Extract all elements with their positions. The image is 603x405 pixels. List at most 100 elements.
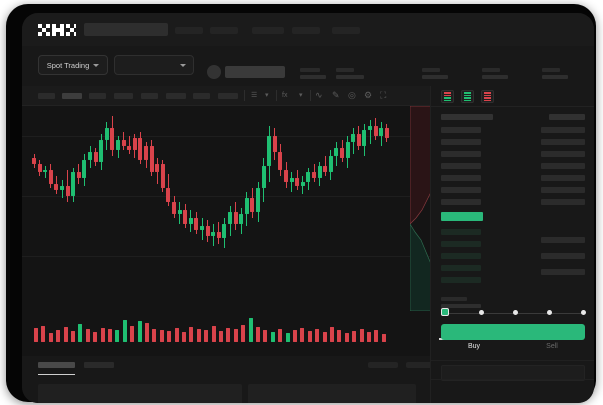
volume-bar [115,330,120,342]
timeframe-1w[interactable] [193,93,210,99]
price-chart[interactable] [22,106,465,356]
trading-mode-label: Spot Trading [46,60,90,70]
orders-action-2[interactable] [406,362,436,368]
tab-open-orders[interactable] [38,362,75,368]
orderbook-ask-row[interactable] [441,199,481,205]
search-input[interactable] [84,23,168,36]
orderbook-ask-row[interactable] [441,127,481,133]
orderbook-col-amount [549,114,585,120]
orderbook-ask-row[interactable] [441,163,481,169]
pair-select[interactable] [114,55,194,75]
order-price-field[interactable] [441,365,585,381]
candlestick-type-icon[interactable]: ☰ [251,92,258,99]
orderbook-bid-amount [541,253,585,259]
orderbook-bid-row[interactable] [441,265,481,271]
orderbook-ask-row[interactable] [441,139,481,145]
orderbook-mode-both[interactable] [441,90,454,103]
tab-order-history[interactable] [84,362,114,368]
magnet-icon[interactable]: ◎ [348,90,356,100]
chevron-down-icon [93,63,100,67]
chart-toolbar: ☰ ▾ fx ▾ ∿ ✎ ◎ ⚙ ⛶ [22,86,430,106]
toolbar-divider-2 [276,90,277,101]
bottom-panel-right[interactable] [248,384,416,403]
indicators-chevron-icon[interactable]: ▾ [299,92,303,99]
volume-bar [189,327,194,342]
slider-stop-100[interactable] [581,310,586,315]
volume-bar [182,332,186,342]
order-percent-slider-handle[interactable] [441,308,449,316]
chevron-down-icon [180,63,186,67]
orderbook-ask-amount [541,151,585,157]
nav-item-markets[interactable] [210,27,238,34]
orderbook-bid-row[interactable] [441,253,481,259]
nav-item-trade[interactable] [252,27,284,34]
volume-bar [381,334,386,342]
orderbook-ask-row[interactable] [441,187,481,193]
orderbook-mode-asks[interactable] [481,90,494,103]
wave-line-icon[interactable]: ∿ [315,90,323,100]
orderbook-mode-bids[interactable] [461,90,474,103]
orderbook-view-modes [441,90,494,103]
indicators-icon[interactable]: fx [282,92,288,99]
volume-bar [307,331,312,342]
volume-bar [300,328,305,342]
volume-bar [159,330,164,342]
tab-buy[interactable]: Buy [467,343,481,350]
pencil-draw-icon[interactable]: ✎ [332,90,340,100]
chart-gridline [22,256,430,257]
slider-stop-75[interactable] [547,310,552,315]
volume-bar [56,330,61,342]
volume-bar [293,330,297,342]
volume-bar [174,328,179,342]
volume-bar [48,333,53,342]
timeframe-more[interactable] [218,93,238,99]
orders-section [22,356,430,403]
volume-bar [344,333,349,342]
order-book-panel: Buy Sell [430,86,594,403]
nav-item-buy-crypto[interactable] [175,27,203,34]
fullscreen-icon[interactable]: ⛶ [380,90,387,100]
volume-bar [263,330,268,342]
timeframe-15m[interactable] [89,93,106,99]
pair-ticker-value [225,66,285,78]
orders-action-1[interactable] [368,362,398,368]
settings-gear-icon[interactable]: ⚙ [364,90,373,100]
nav-item-more[interactable] [332,27,360,34]
orderbook-bid-amount [541,269,585,275]
nav-item-earn[interactable] [292,27,320,34]
buy-submit-button[interactable] [441,324,585,340]
orderbook-ask-amount [541,175,585,181]
volume-bar [167,331,172,342]
trading-mode-select[interactable]: Spot Trading [38,55,108,75]
bottom-panel-left[interactable] [38,384,242,403]
orderbook-bid-amount [541,237,585,243]
stat-24h-high [336,68,368,79]
top-stat-index [482,68,512,79]
volume-bar [270,332,275,342]
toolbar-divider-1 [244,90,245,101]
orderbook-bid-row[interactable] [441,241,481,247]
timeframe-1d[interactable] [166,93,186,99]
device-screen: Spot Trading [22,13,594,403]
order-form-divider [431,360,594,361]
orderbook-last-price [441,212,483,221]
top-stat-mark [542,68,572,79]
timeframe-5m[interactable] [62,93,82,99]
timeframe-4h[interactable] [141,93,158,99]
timeframe-1h[interactable] [114,93,133,99]
volume-bar [233,329,238,342]
orderbook-ask-row[interactable] [441,151,481,157]
volume-bar [137,321,142,342]
volume-bar [359,329,364,342]
orderbook-bid-row[interactable] [441,277,481,283]
orderbook-bid-row[interactable] [441,229,481,235]
slider-stop-50[interactable] [513,310,518,315]
orderbook-col-price [441,114,493,120]
slider-stop-25[interactable] [479,310,484,315]
okx-logo[interactable] [38,24,76,36]
orderbook-ask-row[interactable] [441,175,481,181]
timeframe-1m[interactable] [38,93,55,99]
chart-type-chevron-icon[interactable]: ▾ [265,92,269,99]
tab-sell[interactable]: Sell [546,343,558,350]
